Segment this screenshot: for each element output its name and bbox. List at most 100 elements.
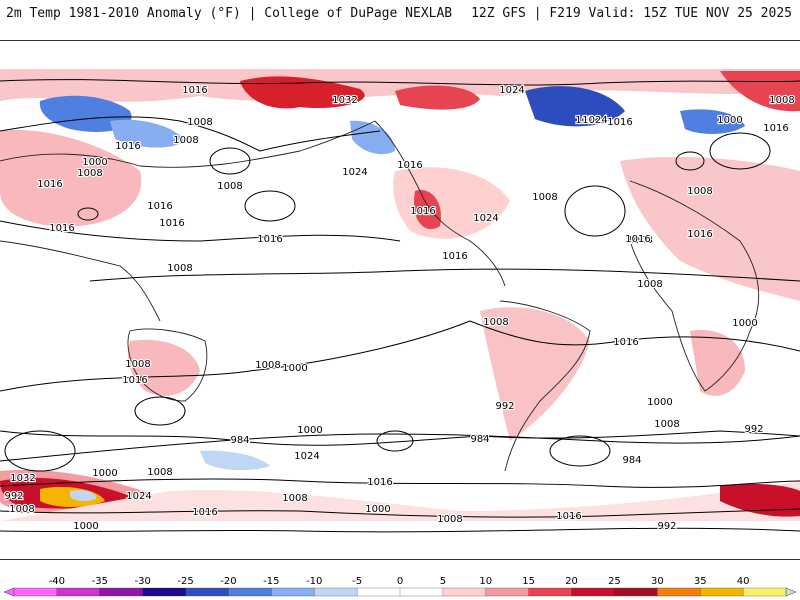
isobar-label: 1016 — [147, 201, 172, 212]
isobar-label: 1000 — [82, 157, 107, 168]
isobar-label: 992 — [4, 491, 23, 502]
isobar-label: 1016 — [763, 123, 788, 134]
legend-swatch — [142, 587, 187, 597]
isobar-label: 1008 — [125, 359, 150, 370]
isobar-label: 1024 — [473, 213, 498, 224]
legend-tick-label: 40 — [737, 576, 750, 587]
isobar-label: 1016 — [613, 337, 638, 348]
isobar-label: 1008 — [687, 186, 712, 197]
isobar-label: 1008 — [77, 168, 102, 179]
legend-swatch — [700, 587, 744, 597]
legend-tick-label: -20 — [220, 576, 236, 587]
legend-tick-label: 10 — [479, 576, 492, 587]
isobar-label: 1016 — [607, 117, 632, 128]
anomaly-shading — [0, 69, 800, 521]
isobar-label: 1000 — [717, 115, 742, 126]
legend-swatch — [56, 587, 101, 597]
legend-swatch — [571, 587, 616, 597]
coastlines — [0, 120, 760, 472]
isobar-label: 992 — [744, 424, 763, 435]
isobar-label: 1008 — [173, 135, 198, 146]
legend-swatch — [742, 587, 787, 597]
isobar-label: 1000 — [282, 363, 307, 374]
isobar-label: 992 — [495, 401, 514, 412]
map-title: 2m Temp 1981-2010 Anomaly (°F) | College… — [6, 6, 453, 21]
legend-swatch — [399, 587, 444, 597]
legend-arrow-low — [3, 587, 15, 597]
isobar-label: 1016 — [575, 115, 600, 126]
legend-swatch — [185, 587, 230, 597]
isobar-label: 1000 — [297, 425, 322, 436]
legend-tick-label: -35 — [92, 576, 108, 587]
isobar-label: 1016 — [159, 218, 184, 229]
isobar-label: 1008 — [483, 317, 508, 328]
legend-tick-label: 15 — [522, 576, 535, 587]
legend-swatch — [99, 587, 144, 597]
isobar-label: 984 — [470, 434, 489, 445]
isobar-label: 1008 — [167, 263, 192, 274]
isobar-label: 1016 — [556, 511, 581, 522]
isobar-label: 1000 — [73, 521, 98, 532]
isobar-label: 1008 — [9, 504, 34, 515]
legend-tick-label: 35 — [694, 576, 707, 587]
legend-scale: -40 -35 -30 -25 -20 -15 -10 -5 0 5 10 15 20 25 30 35 40 — [3, 576, 797, 597]
isobar-label: 1008 — [255, 360, 280, 371]
model-run-info: 12Z GFS | F219 Valid: 15Z TUE NOV 25 202… — [471, 6, 792, 21]
isobar-label: 984 — [230, 435, 249, 446]
isobar-label: 1016 — [410, 206, 435, 217]
legend-swatch — [528, 587, 573, 597]
legend-arrow-high — [785, 587, 797, 597]
isobar-label: 1000 — [365, 504, 390, 515]
legend-tick-label: -30 — [134, 576, 150, 587]
color-legend: -40 -35 -30 -25 -20 -15 -10 -5 0 5 10 15 20 25 30 35 40 — [0, 570, 800, 600]
isobar-label: 1016 — [625, 234, 650, 245]
isobar-label: 1016 — [37, 179, 62, 190]
isobar-label: 1000 — [647, 397, 672, 408]
isobar-label: 1016 — [257, 234, 282, 245]
isobar-label: 1008 — [769, 95, 794, 106]
legend-swatch — [614, 587, 658, 597]
isobar-label: 1024 — [499, 85, 524, 96]
legend-swatch — [13, 587, 58, 597]
isobar-label: 1032 — [10, 473, 35, 484]
isobar-label: 1024 — [294, 451, 319, 462]
isobar-label: 1016 — [442, 251, 467, 262]
header: 2m Temp 1981-2010 Anomaly (°F) | College… — [0, 0, 800, 32]
isobar-label: 1008 — [187, 117, 212, 128]
isobar-label: 1016 — [192, 507, 217, 518]
isobar-label: 992 — [657, 521, 676, 532]
isobar-label: 1016 — [122, 375, 147, 386]
legend-tick-label: 0 — [397, 576, 403, 587]
isobar-label: 1016 — [115, 141, 140, 152]
isobar-label: 984 — [622, 455, 641, 466]
isobar-label: 1008 — [654, 419, 679, 430]
isobar-label: 1008 — [637, 279, 662, 290]
isobar-label: 1008 — [217, 181, 242, 192]
isobar-label: 1008 — [437, 514, 462, 525]
legend-swatch — [485, 587, 530, 597]
isobar-label: 1016 — [687, 229, 712, 240]
isobar-label: 1024 — [342, 167, 367, 178]
legend-swatch — [228, 587, 272, 597]
isobar-label: 1000 — [92, 468, 117, 479]
isobar-label: 1008 — [147, 467, 172, 478]
isobar-label: 1016 — [182, 85, 207, 96]
legend-tick-label: 30 — [651, 576, 664, 587]
legend-swatch — [356, 587, 401, 597]
legend-tick-label: -15 — [263, 576, 279, 587]
legend-tick-label: -5 — [352, 576, 362, 587]
isobar-label: 1008 — [282, 493, 307, 504]
legend-tick-label: 25 — [608, 576, 621, 587]
legend-tick-label: 5 — [440, 576, 446, 587]
isobar-label: 1016 — [397, 160, 422, 171]
isobar-label: 1024 — [582, 115, 607, 126]
legend-swatch — [271, 587, 315, 597]
isobar-label: 1016 — [49, 223, 74, 234]
isobar-label: 1024 — [126, 491, 151, 502]
legend-swatch — [657, 587, 701, 597]
isobars — [0, 79, 800, 533]
legend-tick-label: 20 — [565, 576, 578, 587]
isobar-label: 1008 — [627, 235, 652, 246]
